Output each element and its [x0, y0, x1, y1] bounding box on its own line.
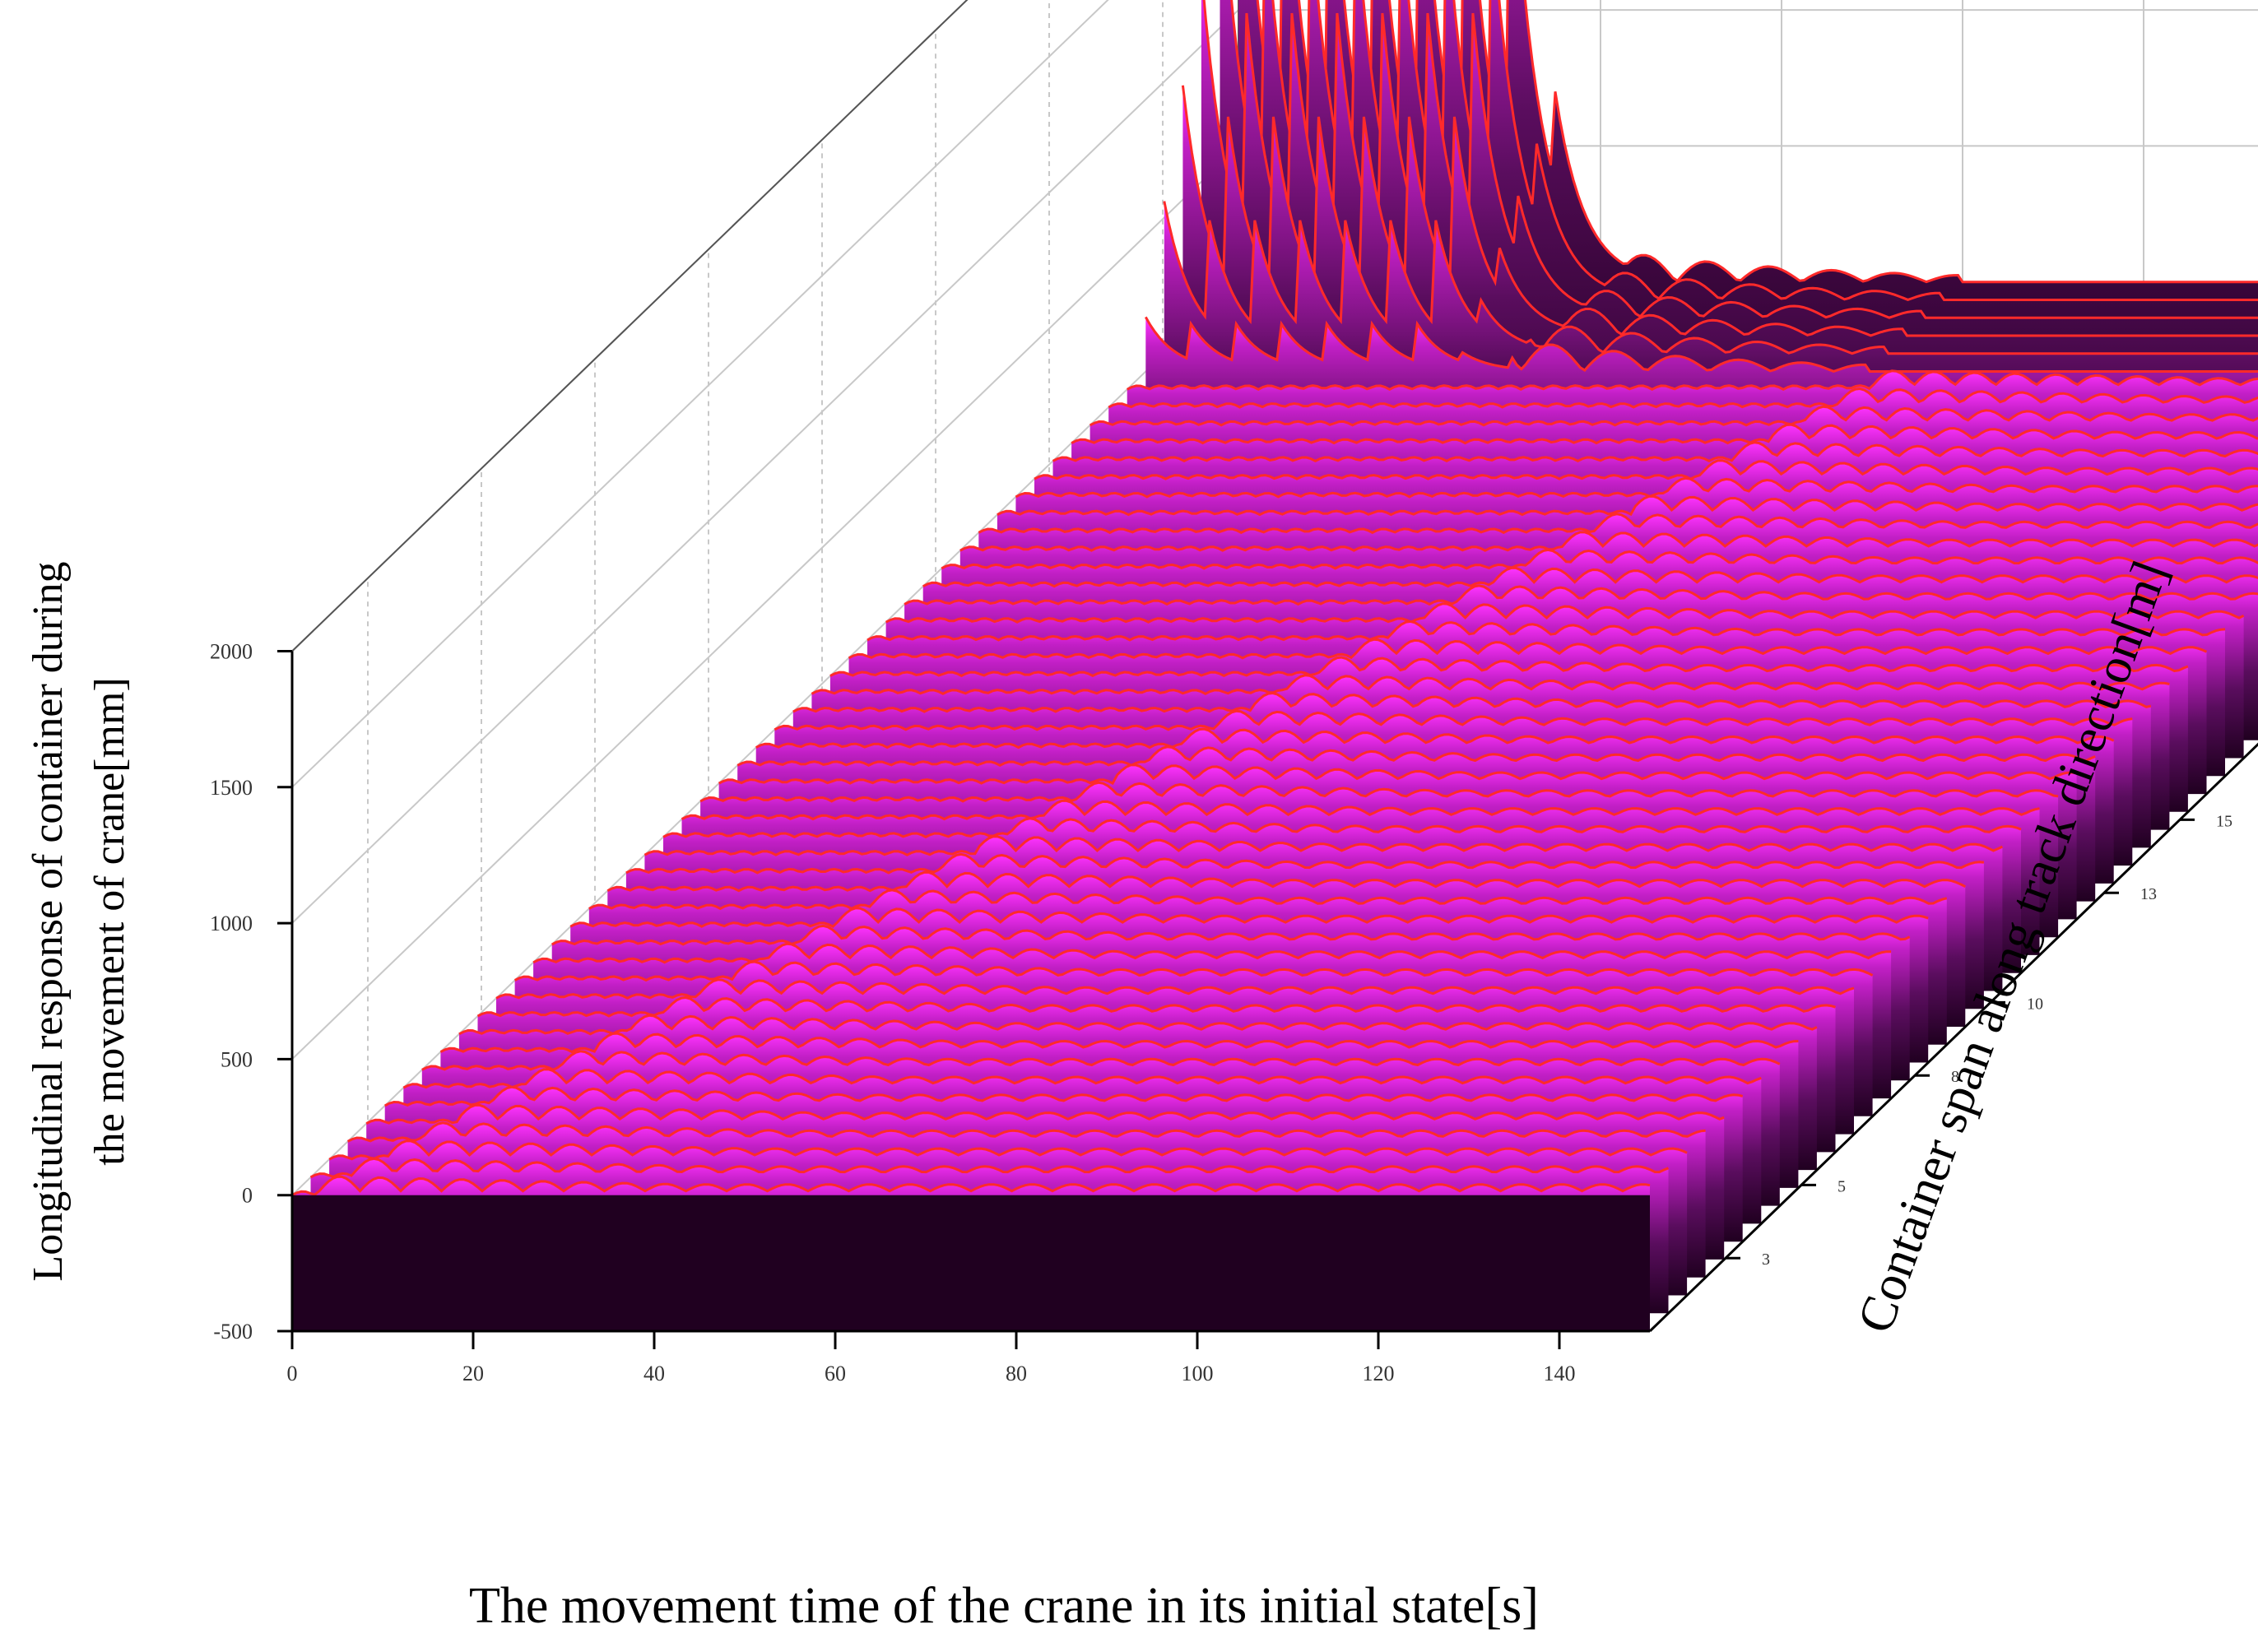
series-line-23 — [699, 781, 2059, 803]
x-tick-label: 100 — [1182, 1362, 1214, 1385]
series-line-21 — [662, 817, 2022, 839]
series-line-4 — [346, 1121, 1706, 1143]
series-line-19 — [625, 852, 1985, 875]
x-tick-label: 80 — [1006, 1362, 1027, 1385]
depth-tick-label: 3 — [1762, 1251, 1770, 1269]
depth-tick-label: 10 — [2027, 995, 2043, 1013]
series-line-46 — [1127, 369, 2258, 391]
series-line-6 — [384, 1085, 1744, 1107]
series-line-20 — [643, 835, 2004, 856]
ribbon-layer — [291, 0, 2258, 1331]
x-tick-label: 60 — [825, 1362, 846, 1385]
x-tick-label: 120 — [1363, 1362, 1395, 1385]
series-line-8 — [421, 1050, 1781, 1071]
series-line-35 — [922, 566, 2258, 588]
series-line-31 — [848, 638, 2208, 660]
series-line-42 — [1052, 441, 2258, 462]
series-line-17 — [588, 889, 1948, 911]
series-line-30 — [829, 656, 2189, 678]
depth-tick-label: 15 — [2216, 812, 2232, 830]
left-wall-gridline — [291, 0, 1109, 788]
series-line-44 — [1089, 405, 2258, 427]
series-line-28 — [792, 691, 2152, 713]
x-tick-label: 140 — [1544, 1362, 1576, 1385]
series-line-40 — [1015, 476, 2258, 499]
series-line-26 — [755, 727, 2115, 749]
series-line-39 — [997, 494, 2258, 517]
left-wall-gridline — [291, 281, 1239, 1196]
series-line-33 — [885, 602, 2245, 624]
y-tick-label: -500 — [213, 1320, 253, 1343]
series-line-2 — [309, 1157, 1670, 1179]
series-line-41 — [1034, 459, 2258, 480]
y-tick-label: 1000 — [210, 912, 253, 935]
y-axis-title-line1: Longitudinal response of container durin… — [25, 561, 72, 1281]
y-axis-title-line2: the movement of crane[mm] — [86, 677, 133, 1165]
series-line-16 — [569, 907, 1929, 929]
series-line-15 — [551, 924, 1911, 946]
series-line-36 — [941, 548, 2258, 570]
depth-axis-line — [1648, 742, 2258, 1333]
box-edge — [291, 0, 969, 652]
series-line-22 — [681, 799, 2040, 821]
series-line-10 — [458, 1014, 1818, 1036]
series-line-47 — [1144, 316, 2258, 373]
series-line-27 — [774, 709, 2133, 731]
y-tick-label: 1500 — [210, 776, 253, 800]
depth-tick-label: 8 — [1951, 1068, 1959, 1086]
series-line-37 — [959, 531, 2258, 552]
series-line-25 — [736, 745, 2096, 767]
y-tick-label: 2000 — [210, 640, 253, 664]
x-tick-label: 0 — [287, 1362, 298, 1385]
series-line-32 — [866, 620, 2226, 642]
series-line-48 — [1163, 201, 2258, 355]
y-tick-label: 500 — [221, 1047, 253, 1071]
series-line-50 — [1202, 0, 2258, 319]
series-line-52 — [1256, 0, 2258, 284]
series-line-12 — [495, 978, 1855, 1000]
series-line-3 — [328, 1139, 1688, 1161]
series-line-14 — [532, 942, 1892, 964]
y-tick-label: 0 — [242, 1184, 253, 1208]
axis-layer: 0 20 40 60 80 100 120 140 -500 0 500 1000 1500 2000 3 5… — [210, 640, 2258, 1385]
series-line-18 — [606, 870, 1966, 893]
series-line-34 — [904, 584, 2258, 606]
series-line-7 — [402, 1068, 1762, 1089]
left-wall-gridline — [291, 9, 1239, 924]
x-tick-label: 40 — [643, 1362, 665, 1385]
series-line-29 — [811, 674, 2170, 695]
depth-tick-label: 5 — [1838, 1177, 1846, 1195]
series-line-11 — [476, 995, 1836, 1018]
series-line-24 — [718, 763, 2077, 786]
x-axis-title: The movement time of the crane in its in… — [469, 1578, 1539, 1634]
x-tick-label: 20 — [462, 1362, 484, 1385]
series-line-51 — [1230, 0, 2258, 302]
left-wall-gridline — [291, 145, 1239, 1060]
series-line-49 — [1181, 85, 2258, 337]
series-line-5 — [365, 1103, 1725, 1125]
front-slab — [292, 1195, 1650, 1331]
series-line-45 — [1108, 387, 2258, 409]
depth-tick-label: 13 — [2140, 885, 2157, 903]
series-line-1 — [291, 1175, 1651, 1197]
series-line-38 — [978, 513, 2258, 535]
series-line-13 — [513, 960, 1874, 982]
series-line-9 — [439, 1032, 1799, 1054]
